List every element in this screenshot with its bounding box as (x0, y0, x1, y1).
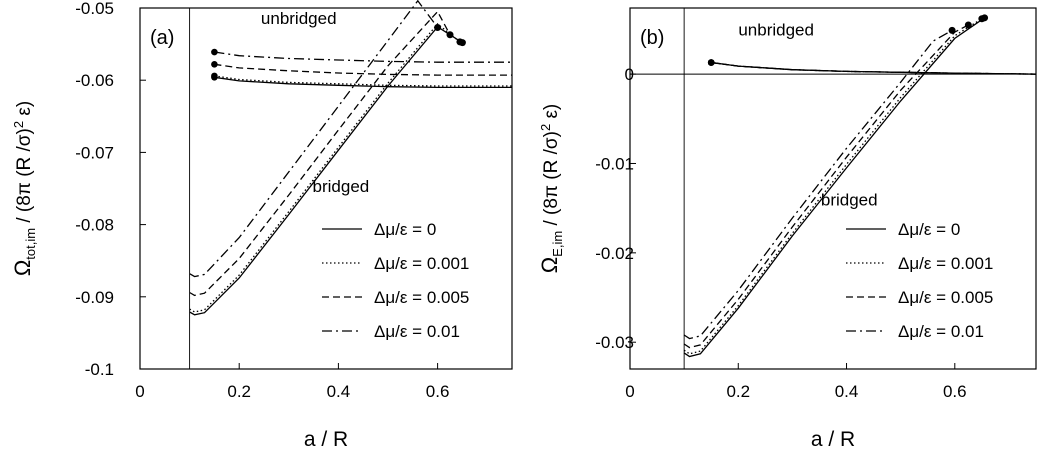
legend-label: Δμ/ε = 0.005 (898, 288, 993, 307)
y-axis-label-sub: tot,im (23, 228, 38, 260)
series-line-unbridged-2 (214, 63, 512, 76)
region-annotation: bridged (313, 177, 370, 196)
panel-label: (a) (150, 27, 174, 49)
x-tick-label: 0.6 (426, 382, 450, 401)
branch-end-point (446, 31, 454, 39)
series-line-unbridged-0 (214, 76, 512, 89)
branch-end-point (456, 38, 464, 46)
branch-start-point (211, 48, 218, 56)
series-line-bridged-3 (683, 29, 953, 340)
y-axis-label-sup: 2 (538, 124, 553, 131)
legend-label: Δμ/ε = 0.005 (374, 288, 469, 307)
region-annotation: unbridged (738, 21, 814, 40)
plot-frame (139, 7, 513, 370)
y-tick-label: -0.05 (75, 0, 114, 18)
y-tick-label: -0.03 (595, 333, 634, 352)
series-line-unbridged-3 (214, 51, 512, 63)
legend-label: Δμ/ε = 0 (898, 220, 960, 239)
y-axis-label-sup: 2 (11, 121, 26, 128)
x-tick-label: 0 (135, 382, 144, 401)
y-tick-label: 0 (625, 65, 634, 84)
branch-start-point (211, 72, 218, 80)
y-tick-label: -0.02 (595, 244, 634, 263)
series-line-bridged-2 (189, 10, 451, 297)
y-axis-label-rest: / (8π (R /σ) (541, 131, 562, 231)
legend-label: Δμ/ε = 0.001 (374, 254, 469, 273)
y-tick-label: -0.06 (75, 71, 114, 90)
series-line-bridged-2 (683, 24, 969, 349)
y-axis-label-base: Ω (537, 257, 562, 273)
legend-label: Δμ/ε = 0.01 (374, 322, 460, 341)
region-annotation: unbridged (261, 9, 337, 28)
series-line-bridged-3 (189, 0, 439, 278)
x-tick-label: 0 (625, 382, 634, 401)
branch-start-point (707, 59, 715, 66)
y-tick-label: -0.09 (75, 288, 114, 307)
x-axis-label: a / R (811, 428, 855, 451)
panel-a: 0 0.2 0.4 0.6 -0.1 -0.09 -0.08 -0.07 -0.06 -0.05 a… (10, 0, 513, 451)
y-tick-label: -0.1 (85, 360, 114, 379)
y-axis-label: ΩE,im / (8π (R /σ)2 ε) (537, 104, 565, 274)
legend-label: Δμ/ε = 0.01 (898, 322, 984, 341)
y-axis-label-base: Ω (10, 260, 35, 276)
branch-end-point (948, 26, 956, 34)
panel-b: 0 0.2 0.4 0.6 -0.03 -0.02 -0.01 0 a / R ΩE,im / (… (537, 7, 1037, 451)
x-tick-label: 0.4 (327, 382, 351, 401)
y-axis-label-tail: ε) (541, 104, 562, 124)
branch-start-point (211, 61, 218, 68)
y-axis-label: Ωtot,im / (8π (R /σ)2 ε) (10, 101, 38, 276)
x-tick-label: 0.2 (227, 382, 251, 401)
y-tick-label: -0.07 (75, 143, 114, 162)
x-tick-label: 0.2 (726, 382, 750, 401)
series-line-unbridged-3 (711, 61, 1037, 75)
y-axis-label-tail: ε) (14, 101, 35, 121)
y-tick-label: -0.01 (595, 154, 634, 173)
series-line-unbridged-1 (214, 75, 512, 87)
region-annotation: bridged (821, 190, 878, 209)
y-axis-label-rest: / (8π (R /σ) (14, 128, 35, 228)
x-tick-label: 0.4 (835, 382, 859, 401)
series-line-bridged-1 (189, 22, 461, 313)
series-line-bridged-0 (683, 17, 985, 358)
y-axis-label-sub: E,im (550, 231, 565, 257)
panel-label: (b) (640, 27, 664, 49)
plot-frame (629, 7, 1037, 370)
legend-label: Δμ/ε = 0 (374, 220, 436, 239)
branch-end-point (434, 23, 442, 31)
legend-label: Δμ/ε = 0.001 (898, 254, 993, 273)
series-line-bridged-0 (189, 25, 463, 316)
branch-end-point (978, 15, 986, 23)
y-tick-label: -0.08 (75, 216, 114, 235)
x-axis-label: a / R (304, 428, 348, 451)
x-tick-label: 0.6 (943, 382, 967, 401)
branch-end-point (964, 21, 972, 29)
